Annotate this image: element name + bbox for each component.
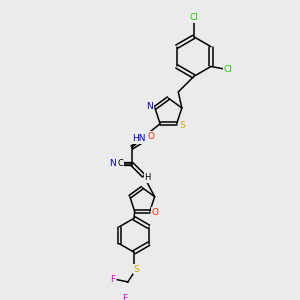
Text: S: S [179, 121, 185, 130]
Text: F: F [110, 274, 116, 284]
Text: O: O [152, 208, 158, 217]
Text: Cl: Cl [224, 65, 232, 74]
Text: C: C [117, 159, 123, 168]
Text: N: N [109, 159, 116, 168]
Text: Cl: Cl [189, 13, 198, 22]
Text: S: S [134, 265, 139, 274]
Text: F: F [122, 294, 128, 300]
Text: H: H [144, 173, 151, 182]
Text: O: O [148, 132, 154, 141]
Text: N: N [146, 102, 153, 111]
Text: HN: HN [132, 134, 146, 143]
